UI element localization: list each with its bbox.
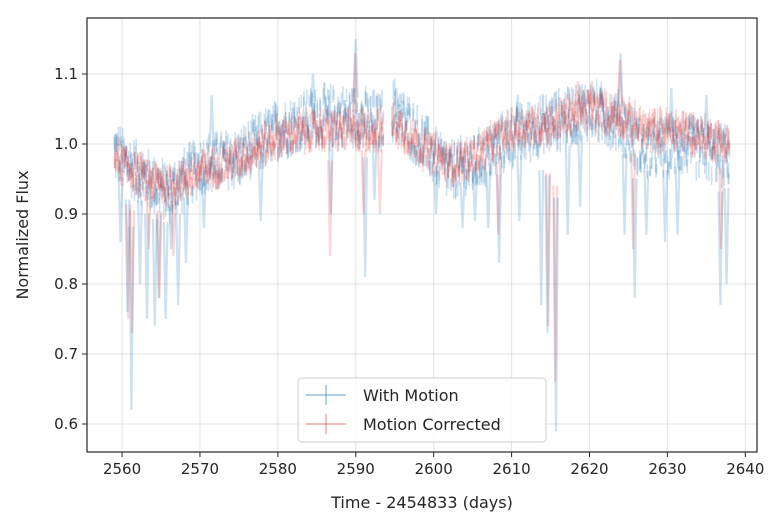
- y-tick-label: 0.9: [54, 205, 78, 223]
- flux-dip: [360, 149, 367, 215]
- flux-dip: [125, 204, 132, 320]
- flux-dip: [545, 172, 552, 327]
- flux-dip: [516, 154, 523, 222]
- flux-dip: [362, 157, 369, 278]
- series-with-motion: [113, 38, 731, 432]
- y-axis-label: Normalized Flux: [13, 170, 32, 299]
- flux-dip: [674, 166, 681, 236]
- flux-spike: [514, 94, 521, 126]
- y-tick-label: 1.0: [54, 135, 78, 153]
- flux-spike: [574, 80, 581, 107]
- legend-label-with-motion: With Motion: [363, 386, 459, 405]
- flux-spike: [703, 94, 710, 139]
- flux-spike: [616, 59, 623, 103]
- flux-dip: [433, 170, 439, 215]
- flux-dip: [124, 199, 131, 313]
- flux-dip: [371, 140, 378, 201]
- flux-spike: [617, 52, 624, 107]
- data-series: [113, 38, 731, 432]
- x-axis-label: Time - 2454833 (days): [330, 493, 513, 512]
- x-tick-label: 2560: [103, 460, 141, 478]
- flux-dip: [117, 176, 124, 243]
- flux-dip: [145, 196, 152, 250]
- flux-dip: [631, 178, 638, 299]
- flux-dip: [144, 213, 150, 320]
- flux-dip: [553, 197, 559, 432]
- flux-dip: [128, 226, 135, 411]
- plot-frame: [86, 17, 758, 453]
- flux-dip: [662, 169, 669, 243]
- flux-dip: [577, 134, 584, 208]
- flux-dip: [200, 179, 207, 229]
- flux-dip: [621, 153, 628, 236]
- flux-dip: [257, 160, 264, 222]
- flux-spike: [352, 52, 358, 112]
- flux-dip: [182, 197, 189, 264]
- flux-dip: [170, 200, 177, 257]
- flux-dip: [151, 218, 158, 327]
- series-motion-corrected: [113, 52, 731, 383]
- flux-dip: [723, 187, 730, 285]
- flux-dip: [496, 174, 503, 264]
- x-tick-label: 2590: [337, 460, 375, 478]
- flux-dip: [718, 167, 725, 250]
- y-tick-label: 1.1: [54, 65, 78, 83]
- flux-dip: [168, 204, 175, 250]
- x-tick-label: 2620: [570, 460, 608, 478]
- flux-dip: [630, 153, 637, 250]
- flux-dip: [564, 145, 571, 236]
- x-tick-label: 2610: [492, 460, 530, 478]
- legend: With Motion Motion Corrected: [297, 377, 547, 443]
- flux-dip: [175, 213, 182, 306]
- axis-ticks: 2560 2570 2580 2590 2600 2610 2620 2630 2640 0.6 0…: [54, 65, 764, 478]
- flux-dip: [327, 139, 334, 215]
- flux-dip: [485, 171, 492, 229]
- flux-dip: [495, 162, 502, 236]
- y-tick-label: 0.8: [54, 275, 78, 293]
- flux-spike: [352, 38, 359, 98]
- y-tick-label: 0.7: [54, 345, 78, 363]
- legend-frame: [297, 377, 547, 443]
- flux-dip: [376, 149, 383, 215]
- flux-dip: [717, 191, 724, 306]
- flux-dip: [552, 185, 559, 383]
- flux-dip: [137, 200, 143, 285]
- x-tick-label: 2570: [181, 460, 219, 478]
- flux-spike: [309, 73, 316, 108]
- flux-dip: [538, 169, 545, 306]
- flux-dip: [156, 210, 163, 299]
- legend-label-motion-corrected: Motion Corrected: [363, 415, 501, 434]
- legend-handle-motion-corrected: [306, 414, 346, 434]
- x-tick-label: 2630: [648, 460, 686, 478]
- flux-dip: [544, 175, 551, 334]
- flux-spike: [598, 87, 605, 109]
- flux-spike: [668, 87, 675, 133]
- legend-handle-with-motion: [306, 385, 346, 405]
- flux-spike: [393, 87, 400, 107]
- flux-dip: [162, 222, 169, 320]
- flux-spike: [588, 80, 595, 104]
- x-tick-label: 2580: [259, 460, 297, 478]
- x-tick-label: 2640: [726, 460, 764, 478]
- flux-dip: [459, 181, 466, 229]
- y-tick-label: 0.6: [54, 415, 78, 433]
- flux-dip: [327, 160, 334, 257]
- flux-dip: [155, 213, 162, 299]
- flux-dip: [129, 209, 136, 334]
- x-tick-label: 2600: [415, 460, 453, 478]
- flux-dip: [643, 170, 650, 236]
- flux-spike: [208, 94, 215, 148]
- flux-dip: [472, 176, 478, 222]
